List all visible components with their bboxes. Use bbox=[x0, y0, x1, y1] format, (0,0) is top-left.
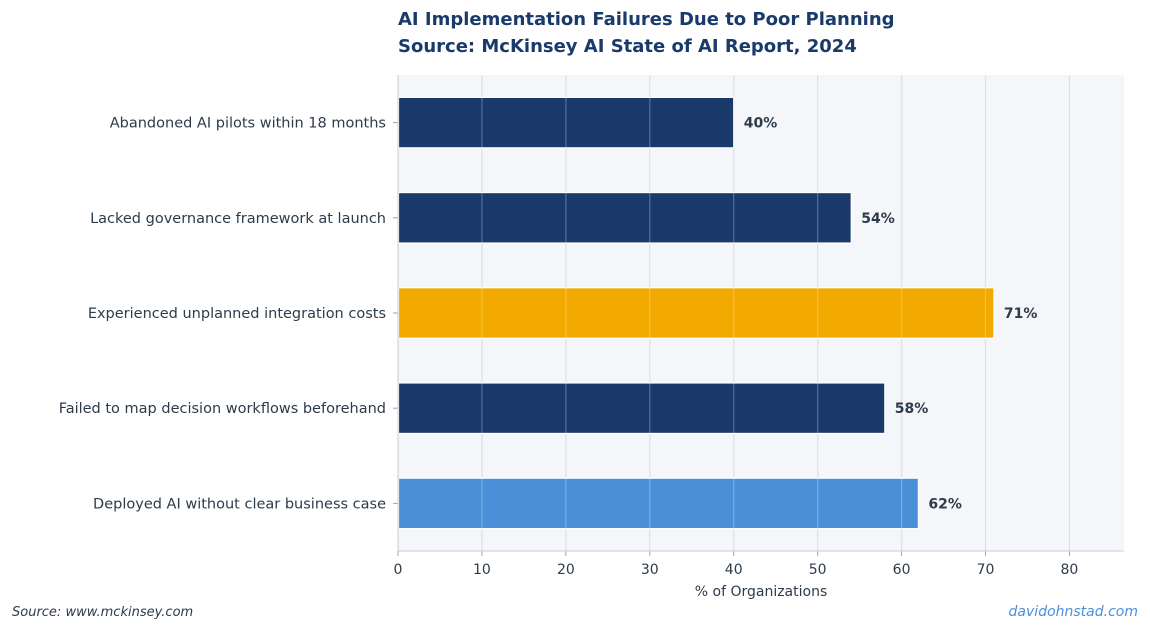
category-label: Deployed AI without clear business case bbox=[93, 496, 386, 512]
category-label: Experienced unplanned integration costs bbox=[88, 306, 386, 322]
credit-link[interactable]: davidohnstad.com bbox=[1008, 604, 1138, 620]
x-axis-label: % of Organizations bbox=[695, 584, 828, 600]
bar bbox=[397, 191, 852, 244]
bar bbox=[397, 382, 886, 435]
value-labels: 40% 54% 71% 58% 62% bbox=[744, 116, 1038, 513]
x-tick-label: 70 bbox=[977, 562, 995, 578]
value-label: 71% bbox=[1004, 306, 1038, 322]
value-label: 54% bbox=[861, 211, 895, 227]
category-labels: Abandoned AI pilots within 18 months Lack… bbox=[59, 116, 398, 512]
category-label: Abandoned AI pilots within 18 months bbox=[110, 116, 386, 132]
x-tick-label: 50 bbox=[809, 562, 827, 578]
x-axis-ticks: 0 10 20 30 40 50 60 70 80 bbox=[394, 551, 1079, 578]
x-tick-label: 20 bbox=[557, 562, 575, 578]
x-tick-label: 40 bbox=[725, 562, 743, 578]
x-tick-label: 30 bbox=[641, 562, 659, 578]
x-tick-label: 0 bbox=[394, 562, 403, 578]
value-label: 62% bbox=[928, 496, 962, 512]
value-label: 40% bbox=[744, 116, 778, 132]
bars bbox=[397, 96, 995, 530]
value-label: 58% bbox=[895, 401, 929, 417]
bar bbox=[397, 477, 919, 530]
category-label: Failed to map decision workflows beforeh… bbox=[59, 401, 386, 417]
chart-subtitle: Source: McKinsey AI State of AI Report, … bbox=[398, 36, 857, 57]
x-tick-label: 10 bbox=[473, 562, 491, 578]
category-label: Lacked governance framework at launch bbox=[90, 211, 386, 227]
x-tick-label: 80 bbox=[1061, 562, 1079, 578]
chart-title: AI Implementation Failures Due to Poor P… bbox=[398, 9, 895, 30]
source-footnote: Source: www.mckinsey.com bbox=[12, 605, 194, 620]
bar bbox=[397, 287, 995, 339]
x-tick-label: 60 bbox=[893, 562, 911, 578]
